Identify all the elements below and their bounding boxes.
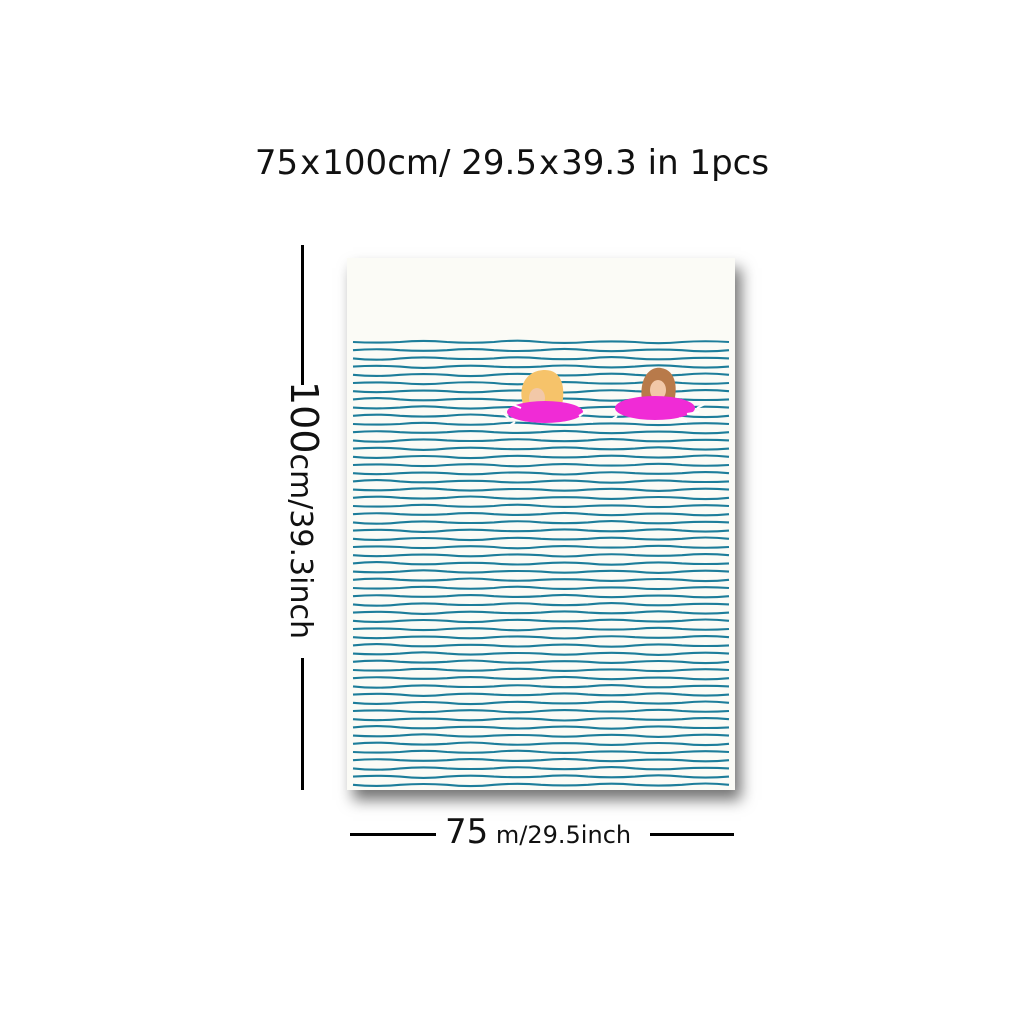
- size-cm-height: 100cm/: [322, 143, 451, 183]
- water-line: [352, 610, 730, 615]
- water-line: [352, 675, 730, 681]
- water-line: [352, 503, 730, 509]
- height-dimension-label: 100cm/39.3inch: [282, 381, 326, 640]
- water-line: [352, 692, 730, 697]
- width-unit: m/29.5inch: [495, 821, 632, 849]
- water-line: [352, 511, 730, 517]
- water-line: [352, 774, 730, 779]
- swimmer-right-splash: [610, 403, 706, 423]
- water-line: [352, 651, 730, 656]
- swimmer-right-float: [615, 396, 695, 420]
- water-line: [352, 741, 730, 747]
- water-line: [352, 356, 730, 361]
- water-line: [352, 626, 730, 632]
- water-line: [352, 561, 730, 566]
- water-line: [352, 708, 730, 714]
- quantity-label: pcs: [711, 143, 770, 183]
- water-line: [352, 339, 730, 345]
- water-line: [352, 618, 730, 624]
- size-title: 75x100cm/ 29.5x39.3 in 1pcs: [0, 138, 1024, 188]
- water-line: [352, 536, 730, 542]
- water-line: [352, 528, 730, 533]
- water-line: [352, 462, 730, 468]
- width-dimension-line-right: [650, 833, 734, 836]
- quantity-number: 1: [689, 143, 712, 183]
- water-line: [352, 364, 730, 369]
- water-line: [352, 577, 730, 583]
- water-line: [352, 635, 730, 640]
- width-dimension-line-left: [350, 833, 436, 836]
- water-line: [352, 585, 730, 591]
- height-dimension-line-top: [301, 245, 304, 385]
- water-line: [352, 454, 730, 460]
- water-line: [352, 602, 730, 607]
- inch-label: in: [647, 143, 679, 183]
- size-in-height: 39.3: [561, 143, 637, 183]
- water-line: [352, 757, 730, 763]
- water-line: [352, 593, 730, 599]
- water-line: [352, 347, 730, 353]
- water-line: [352, 700, 730, 706]
- swimmer-right: [610, 367, 706, 423]
- water-line: [352, 553, 730, 558]
- water-line: [352, 749, 730, 755]
- water-line: [352, 569, 730, 574]
- height-value: 100: [282, 380, 326, 454]
- water-line: [352, 733, 730, 738]
- water-line: [352, 544, 730, 550]
- water-line: [352, 520, 730, 525]
- width-value: 75: [445, 812, 489, 852]
- water-line: [352, 479, 730, 484]
- water-line: [352, 446, 730, 451]
- water-line: [352, 725, 730, 730]
- water-line: [352, 487, 730, 492]
- water-lines: [352, 339, 730, 788]
- water-line: [352, 495, 730, 501]
- water-line: [352, 667, 730, 673]
- height-dimension-line-bottom: [301, 658, 304, 790]
- water-line: [352, 421, 730, 427]
- water-line: [352, 782, 730, 788]
- width-dimension-label: 75 m/29.5inch: [445, 812, 631, 855]
- size-in-width: 29.5: [461, 143, 537, 183]
- swimmer-right-face: [650, 380, 666, 400]
- canvas-print: [347, 258, 735, 790]
- water-line: [352, 717, 730, 722]
- swimmer-left-float: [507, 401, 583, 423]
- swimmer-left: [500, 370, 594, 427]
- water-line: [352, 429, 730, 435]
- water-line: [352, 766, 730, 771]
- times-sign-1: x: [300, 143, 321, 183]
- water-line: [352, 438, 730, 443]
- artwork-illustration: [352, 339, 730, 788]
- times-sign-2: x: [538, 143, 560, 183]
- height-unit: cm/39.3inch: [283, 453, 318, 640]
- size-cm-width: 75: [254, 143, 299, 183]
- water-line: [352, 643, 730, 648]
- water-line: [352, 471, 730, 476]
- water-line: [352, 684, 730, 689]
- swimmer-left-splash: [500, 403, 594, 427]
- water-line: [352, 659, 730, 665]
